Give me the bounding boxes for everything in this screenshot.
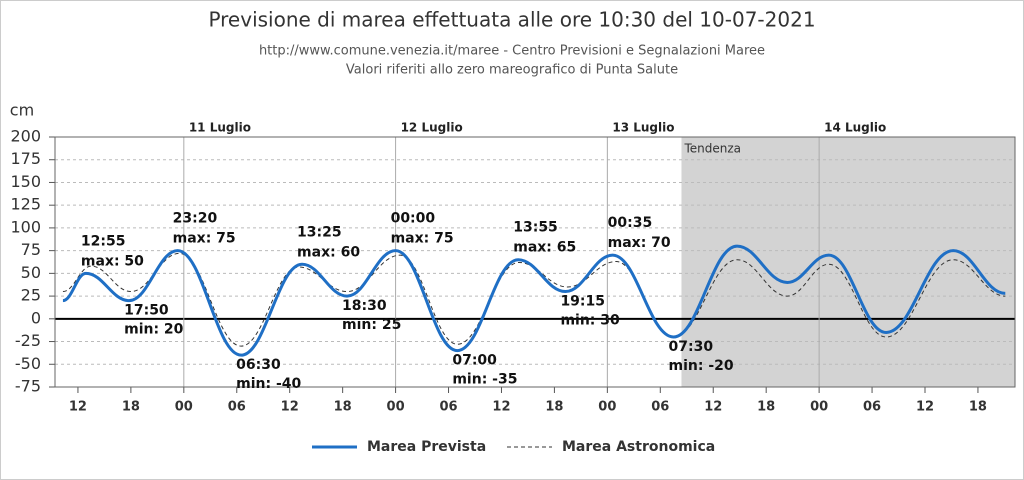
x-tick-label: 18 [545, 400, 563, 415]
annotation-time: 19:15 [560, 294, 605, 310]
annotation-text: min: -35 [452, 372, 517, 388]
series-line [62, 244, 1006, 357]
annotation-text: min: 25 [342, 317, 401, 333]
annotation-text: max: 50 [81, 253, 144, 269]
x-tick-label: 06 [439, 400, 457, 415]
annotation-time: 23:20 [173, 211, 218, 227]
x-tick-label: 12 [704, 400, 722, 415]
y-tick-label: 100 [10, 217, 41, 236]
annotation-text: min: 20 [124, 322, 184, 338]
day-label: 11 Luglio [189, 121, 251, 135]
annotation-time: 13:55 [513, 220, 558, 236]
annotation-time: 00:35 [608, 215, 653, 231]
subtitle: Valori riferiti allo zero mareografico d… [346, 63, 678, 78]
y-tick-label: 200 [10, 127, 41, 146]
y-tick-label: 25 [21, 286, 41, 305]
y-tick-label: -75 [15, 377, 41, 396]
annotation-time: 12:55 [81, 233, 126, 249]
x-tick-label: 12 [916, 400, 934, 415]
subtitle: http://www.comune.venezia.it/maree - Cen… [259, 44, 765, 59]
annotation-text: max: 75 [391, 231, 454, 247]
x-tick-label: 18 [122, 400, 140, 415]
y-tick-label: 75 [21, 240, 41, 259]
chart-title: Previsione di marea effettuata alle ore … [208, 8, 815, 32]
y-tick-label: -50 [15, 354, 41, 373]
y-tick-label: 150 [10, 172, 41, 191]
day-label: 13 Luglio [612, 121, 674, 135]
y-tick-label: 175 [10, 149, 41, 168]
x-tick-label: 06 [228, 400, 246, 415]
annotation-text: max: 70 [608, 235, 671, 251]
y-tick-label: 0 [31, 308, 41, 327]
y-tick-label: 50 [21, 263, 41, 282]
y-tick-label: 125 [10, 195, 41, 214]
y-axis-label: cm [10, 101, 34, 120]
annotation-text: min: -20 [669, 358, 734, 374]
legend-label: Marea Prevista [367, 439, 486, 455]
annotation-time: 00:00 [391, 211, 436, 227]
day-label: 12 Luglio [401, 121, 463, 135]
annotation-text: min: -40 [236, 376, 301, 392]
annotation-time: 06:30 [236, 357, 281, 373]
annotation-time: 07:30 [669, 339, 714, 355]
x-tick-label: 00 [810, 400, 828, 415]
x-tick-label: 00 [598, 400, 616, 415]
annotation-time: 18:30 [342, 298, 387, 314]
plot-border [54, 136, 1016, 388]
x-tick-label: 18 [334, 400, 352, 415]
tendenza-label: Tendenza [683, 142, 741, 156]
annotation-time: 17:50 [124, 303, 169, 319]
x-tick-label: 18 [969, 400, 987, 415]
x-tick-label: 06 [651, 400, 669, 415]
y-tick-label: -25 [15, 331, 41, 350]
annotation-text: min: 30 [560, 313, 620, 329]
x-tick-label: 06 [863, 400, 881, 415]
x-tick-label: 12 [492, 400, 510, 415]
day-label: 14 Luglio [824, 121, 886, 135]
x-tick-label: 12 [69, 400, 87, 415]
x-tick-label: 00 [175, 400, 193, 415]
x-tick-label: 00 [387, 400, 405, 415]
annotation-time: 13:25 [297, 224, 342, 240]
annotation-time: 07:00 [452, 353, 497, 369]
annotation-text: max: 60 [297, 244, 360, 260]
x-tick-label: 12 [281, 400, 299, 415]
legend-label: Marea Astronomica [562, 439, 715, 455]
annotation-text: max: 65 [513, 240, 576, 256]
x-tick-label: 18 [757, 400, 775, 415]
tendenza-region [681, 137, 1015, 387]
annotation-text: max: 75 [173, 231, 236, 247]
